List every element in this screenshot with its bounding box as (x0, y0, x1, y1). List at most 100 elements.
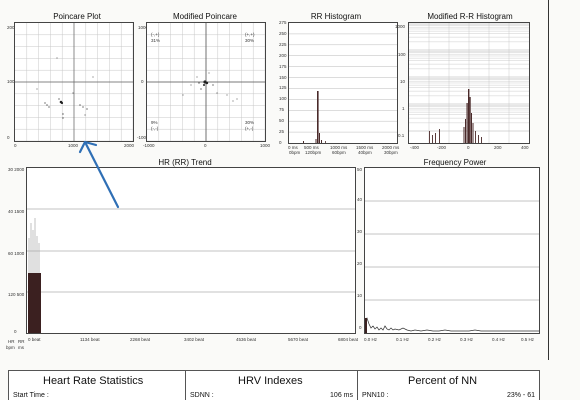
rr-y-tick: 200 (279, 52, 287, 58)
rr-y-tick: 0 (279, 140, 282, 145)
hr-x-tick: 6804 beat (338, 337, 359, 342)
pnn10-label: PNN10 : (362, 392, 389, 399)
heart-rate-statistics-title: Heart Rate Statistics (43, 375, 144, 387)
modified-poincare-plot: (-,+) 31% (+,+) 30% 9% (-,-) 30% (+,-) (146, 22, 266, 142)
freq-x-tick: 0.5 Hz (521, 337, 535, 342)
rr-y-tick: 225 (279, 41, 287, 47)
quadrant-bottom-right-percent: 30% (245, 120, 255, 125)
frequency-power-title: Frequency Power (423, 158, 487, 167)
hr-y-tick: 30 2000 (8, 167, 25, 172)
modified-rr-histogram-title: Modified R-R Histogram (427, 12, 513, 21)
hrv-indexes-title: HRV Indexes (238, 375, 303, 387)
rr-y-tick: 150 (279, 74, 287, 80)
modified-poincare-x-tick: 0 (204, 143, 207, 148)
hr-y-tick: 120 500 (8, 292, 25, 297)
freq-y-tick: 40 (357, 197, 363, 202)
rr-y-tick: 100 (279, 96, 287, 102)
mrr-x-tick: 200 (494, 145, 502, 150)
freq-y-tick: 30 (357, 229, 363, 234)
modified-poincare-x-tick: 1000 (260, 143, 271, 148)
hr-y-tick: 60 1000 (8, 251, 25, 256)
rr-y-tick: 250 (279, 30, 287, 36)
hr-trend-svg (27, 208, 355, 333)
sdnn-value: 106 ms (330, 392, 353, 399)
hr-y-unit: HR (8, 339, 15, 344)
rr-x-tick: 500 ms (304, 145, 319, 150)
frequency-power-plot (364, 167, 540, 334)
quadrant-top-left-percent: 31% (151, 38, 161, 43)
hrv-indexes-section: HRV Indexes SDNN : 106 ms (186, 371, 357, 400)
rr-x-tick: 1000 ms (330, 145, 348, 150)
rr-x-tick: 40bpm (358, 150, 372, 155)
rr-y-tick: 175 (279, 63, 287, 69)
modified-poincare-x-tick: -1000 (143, 143, 155, 148)
page-border (548, 0, 549, 360)
modified-poincare-y-tick: -1000 (137, 135, 149, 140)
poincare-y-tick: 2000 (7, 25, 18, 30)
quadrant-top-right-percent: 30% (245, 38, 255, 43)
sdnn-label: SDNN : (190, 392, 214, 399)
rr-x-tick: 60bpm (332, 150, 346, 155)
rr-histogram-plot (288, 22, 398, 144)
statistics-table: Heart Rate Statistics Start Time : HRV I… (8, 370, 540, 400)
poincare-y-tick: 0 (7, 135, 10, 140)
mrr-x-tick: -200 (437, 145, 447, 150)
hr-y-unit: RR (18, 339, 25, 344)
hr-y-unit: bpm (6, 345, 15, 350)
mrr-y-tick: 100 (398, 52, 406, 57)
hr-x-tick: 0 beat (28, 337, 41, 342)
pnn10-value: 23% - 61 (506, 392, 535, 399)
quadrant-bottom-left-percent: 9% (151, 120, 158, 125)
freq-y-tick: 50 (357, 167, 363, 172)
hr-y-tick: 0 (14, 329, 17, 334)
freq-x-tick: 0.2 Hz (428, 337, 442, 342)
rr-x-tick: 120bpm (305, 150, 322, 155)
frequency-power-svg (365, 200, 539, 333)
rr-histogram-title: RR Histogram (310, 12, 362, 21)
rr-y-tick: 125 (279, 85, 287, 91)
rr-x-tick: 2000 ms (382, 145, 400, 150)
freq-y-tick: 0 (359, 325, 362, 330)
modified-poincare-y-tick: 1000 (138, 25, 149, 30)
freq-x-tick: 0.1 Hz (396, 337, 410, 342)
percent-of-nn-title: Percent of NN (408, 375, 478, 387)
rr-histogram-svg (289, 33, 397, 143)
rr-y-tick: 25 (279, 129, 285, 135)
quadrant-bottom-right-sign: (+,-) (245, 126, 254, 131)
poincare-x-tick: 1000 (68, 143, 79, 148)
heart-rate-statistics-section: Heart Rate Statistics Start Time : (9, 371, 185, 400)
modified-rr-histogram-svg (409, 23, 529, 143)
hr-trend-plot (26, 167, 356, 334)
hr-x-tick: 5670 beat (288, 337, 309, 342)
modified-rr-histogram-plot (408, 22, 530, 144)
start-time-label: Start Time : (13, 392, 49, 399)
mrr-y-tick: 0.1 (398, 133, 405, 138)
poincare-svg (15, 23, 133, 141)
poincare-plot (14, 22, 134, 142)
freq-y-tick: 20 (357, 261, 363, 266)
mrr-y-tick: 10 (400, 79, 406, 84)
mrr-y-tick: 1 (402, 106, 405, 111)
rr-y-tick: 50 (279, 118, 285, 124)
modified-poincare-title: Modified Poincare (172, 12, 238, 21)
percent-of-nn-section: Percent of NN PNN10 : 23% - 61 (358, 371, 539, 400)
freq-x-tick: 0.0 Hz (364, 337, 378, 342)
hr-x-tick: 4536 beat (236, 337, 257, 342)
freq-x-tick: 0.4 Hz (492, 337, 506, 342)
rr-x-tick: 0 ms (288, 145, 298, 150)
quadrant-top-left-sign: (-,+) (151, 32, 160, 37)
hr-x-tick: 3402 beat (184, 337, 205, 342)
rr-x-tick: 30bpm (384, 150, 398, 155)
column-divider (357, 371, 358, 400)
mrr-y-tick: 1000 (395, 24, 406, 29)
mrr-x-tick: 0 (467, 145, 470, 150)
freq-y-tick: 10 (357, 293, 363, 298)
rr-x-tick: 1500 ms (356, 145, 374, 150)
modified-poincare-svg (147, 23, 265, 141)
rr-y-tick: 275 (279, 20, 287, 25)
hr-y-unit: ms (18, 345, 24, 350)
hr-trend-title: HR (RR) Trend (158, 158, 212, 167)
poincare-y-tick: 1000 (7, 79, 18, 84)
quadrant-bottom-left-sign: (-,-) (151, 126, 159, 131)
rr-x-tick: 0bpm (289, 150, 301, 155)
